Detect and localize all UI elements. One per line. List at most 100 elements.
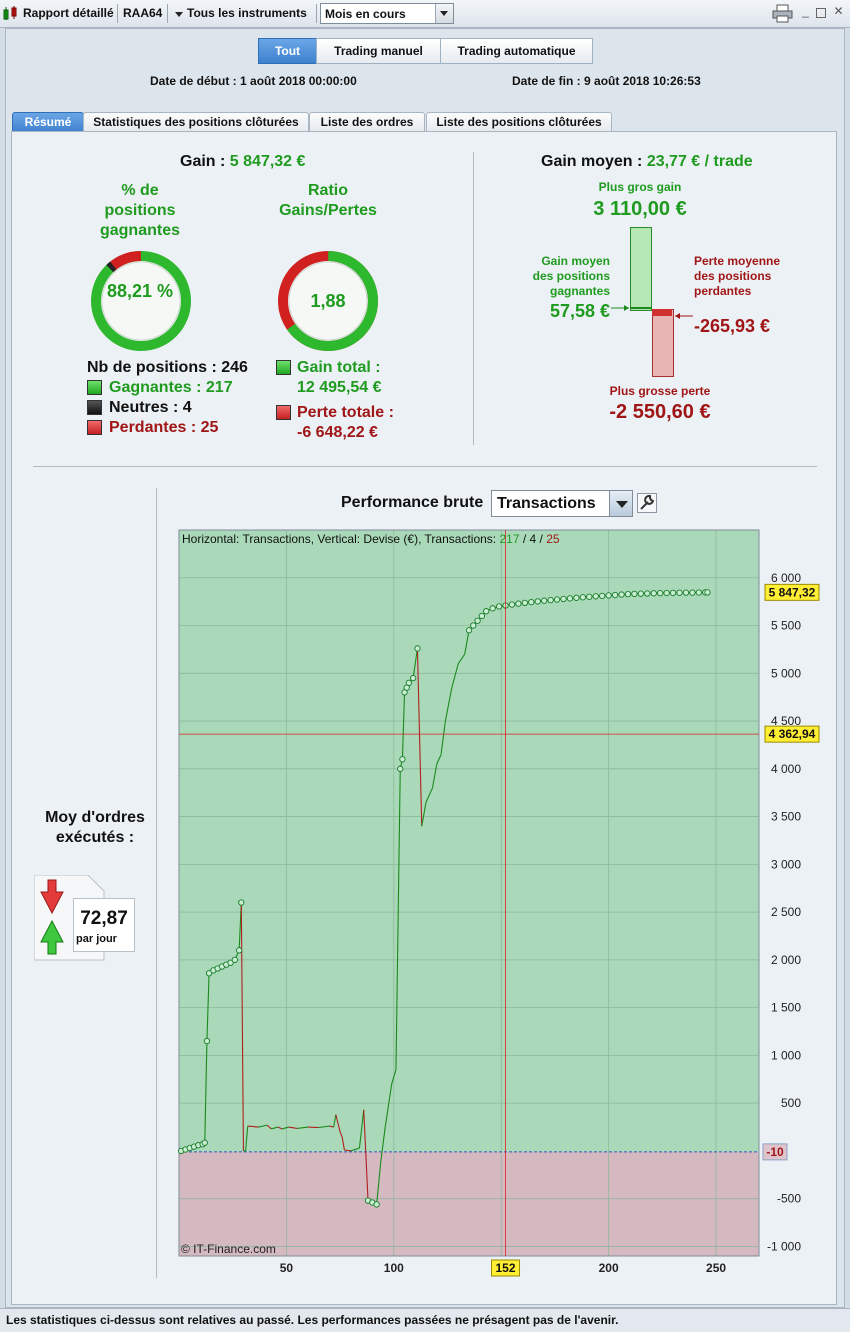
data-point	[410, 675, 415, 680]
data-point	[415, 646, 420, 651]
orders-unit: par jour	[74, 933, 119, 945]
total-loss-value: -6 648,22 €	[297, 424, 378, 442]
orders-title: Moy d'ordres exécutés :	[30, 808, 160, 848]
period-select[interactable]: Mois en cours	[320, 3, 454, 24]
maximize-icon[interactable]	[816, 8, 826, 18]
end-date: Date de fin : 9 août 2018 10:26:53	[512, 74, 701, 88]
data-point	[696, 590, 701, 595]
chart-mode-dropdown-button[interactable]	[609, 491, 632, 516]
green-swatch	[87, 380, 102, 395]
chart-title: Performance brute	[341, 494, 483, 512]
filter-trading-manuel[interactable]: Trading manuel	[316, 38, 441, 64]
data-point	[232, 957, 237, 962]
orders-value-box: 72,87 par jour	[73, 898, 135, 952]
data-point	[657, 590, 662, 595]
avg-loss-label: Perte moyenne des positions perdantes	[694, 254, 784, 299]
ratio-title: Ratio Gains/Pertes	[268, 181, 388, 221]
data-point	[612, 592, 617, 597]
avg-loss-value: -265,93 €	[694, 316, 770, 337]
data-point	[645, 591, 650, 596]
data-point	[554, 597, 559, 602]
avg-gain-label: Gain moyen :	[541, 153, 642, 170]
total-gain-value: 12 495,54 €	[297, 379, 382, 397]
account-selector[interactable]: RAA64	[123, 6, 162, 20]
data-point	[529, 599, 534, 604]
close-icon[interactable]: ✕	[833, 6, 844, 17]
end-date-value: 9 août 2018 10:26:53	[584, 74, 701, 88]
total-loss-label: Perte totale :	[297, 404, 394, 422]
green-swatch	[276, 360, 291, 375]
instruments-dropdown[interactable]: Tous les instruments	[172, 4, 314, 23]
black-swatch	[87, 400, 102, 415]
data-point	[516, 601, 521, 606]
data-point	[479, 613, 484, 618]
data-point	[580, 595, 585, 600]
gain-label: Gain :	[180, 153, 225, 170]
caption-loss: 25	[546, 532, 559, 546]
data-point	[548, 597, 553, 602]
arrow-left-icon	[673, 311, 693, 321]
data-point	[398, 766, 403, 771]
minimize-icon[interactable]: _	[800, 6, 811, 17]
data-point	[400, 757, 405, 762]
chevron-down-icon	[616, 501, 628, 508]
data-point	[490, 606, 495, 611]
losers-count: Perdantes : 25	[109, 419, 218, 437]
tab-liste-positions[interactable]: Liste des positions clôturées	[426, 112, 612, 132]
avg-gain-value: 23,77 € / trade	[647, 153, 753, 170]
tab-liste-ordres[interactable]: Liste des ordres	[309, 112, 425, 132]
y-tick-label: 4 000	[771, 762, 801, 776]
data-point	[632, 591, 637, 596]
start-date: Date de début : 1 août 2018 00:00:00	[150, 74, 357, 88]
filter-trading-automatique[interactable]: Trading automatique	[440, 38, 593, 64]
x-tick-label: 250	[706, 1261, 726, 1275]
divider	[33, 466, 817, 467]
y-tick-label: 6 000	[771, 571, 801, 585]
wrench-icon[interactable]	[637, 493, 657, 513]
gain-value: 5 847,32 €	[230, 153, 306, 170]
biggest-gain-label: Plus gros gain	[560, 180, 720, 194]
positions-count: Nb de positions : 246	[87, 359, 248, 377]
y-tick-label: 3 500	[771, 810, 801, 824]
separator	[167, 4, 168, 23]
data-point	[587, 594, 592, 599]
caption-prefix: Horizontal: Transactions, Vertical: Devi…	[182, 532, 499, 546]
disclaimer: Les statistiques ci-dessus sont relative…	[6, 1313, 618, 1327]
y-tick-label: 2 500	[771, 905, 801, 919]
avg-win-value: 57,58 €	[520, 301, 610, 322]
loss-bar	[652, 309, 674, 377]
y-tick-label: 5 500	[771, 619, 801, 633]
y-tick-label: 3 000	[771, 857, 801, 871]
data-point	[561, 596, 566, 601]
chart-mode-value: Transactions	[497, 495, 596, 513]
y-tick-label: -1 000	[767, 1239, 801, 1253]
red-swatch	[87, 420, 102, 435]
gain-summary: Gain : 5 847,32 €	[180, 153, 305, 171]
app-title: Rapport détaillé	[23, 6, 114, 20]
tab-statistiques[interactable]: Statistiques des positions clôturées	[83, 112, 309, 132]
neutral-count: Neutres : 4	[109, 399, 192, 417]
title-bar: Rapport détaillé RAA64 Tous les instrume…	[0, 0, 850, 28]
gain-bar	[630, 227, 652, 311]
data-point	[239, 900, 244, 905]
print-icon[interactable]	[772, 4, 794, 23]
total-gain-label: Gain total :	[297, 359, 381, 377]
chevron-down-icon	[175, 12, 183, 17]
start-date-value: 1 août 2018 00:00:00	[240, 74, 357, 88]
data-point	[593, 594, 598, 599]
winners-count: Gagnantes : 217	[109, 379, 233, 397]
data-point	[574, 595, 579, 600]
period-dropdown-button[interactable]	[435, 4, 453, 23]
ratio-value: 1,88	[288, 291, 368, 312]
biggest-gain-value: 3 110,00 €	[560, 198, 720, 221]
tab-resume[interactable]: Résumé	[12, 112, 84, 132]
red-swatch	[276, 405, 291, 420]
data-point	[541, 598, 546, 603]
start-date-label: Date de début :	[150, 74, 237, 88]
filter-tout[interactable]: Tout	[258, 38, 317, 64]
separator	[117, 4, 118, 23]
data-point	[625, 591, 630, 596]
chart-caption: Horizontal: Transactions, Vertical: Devi…	[182, 532, 560, 546]
chart-mode-select[interactable]: Transactions	[491, 490, 633, 517]
data-point	[475, 618, 480, 623]
